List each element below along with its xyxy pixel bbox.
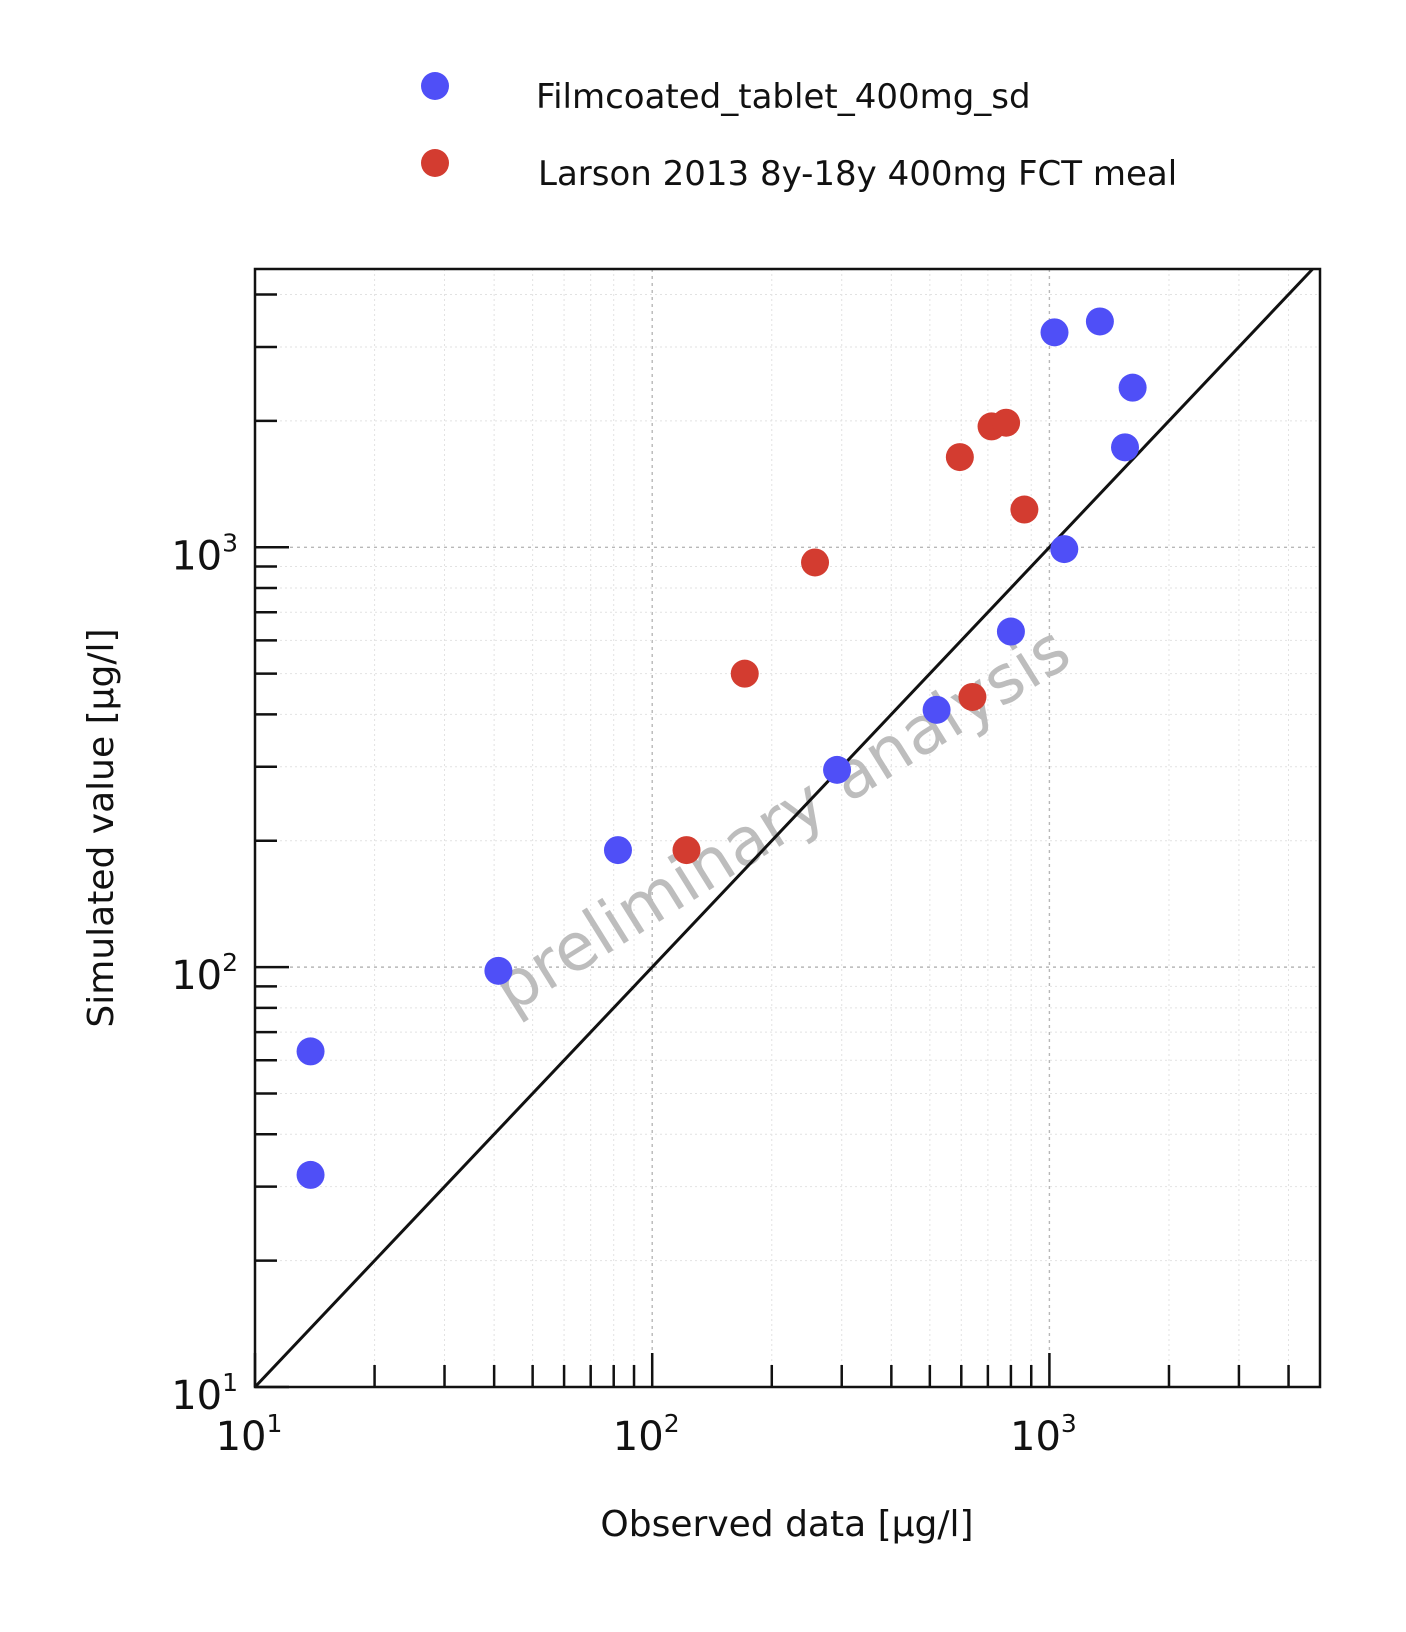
watermark: preliminary analysis <box>479 610 1083 1027</box>
data-point-filmcoated <box>484 956 513 985</box>
data-point-filmcoated <box>1050 535 1079 564</box>
y-axis-title: Simulated value [µg/l] <box>81 628 122 1027</box>
y-tick-label: 102 <box>171 948 238 999</box>
data-point-filmcoated <box>296 1160 325 1189</box>
data-point-larson <box>730 659 759 688</box>
data-point-filmcoated <box>1040 318 1069 347</box>
identity-line <box>253 267 1314 1389</box>
legend-label-larson: Larson 2013 8y-18y 400mg FCT meal <box>538 154 1177 194</box>
axis-ticks <box>253 293 1290 1389</box>
data-point-larson <box>801 548 830 577</box>
y-tick-label: 103 <box>171 528 238 579</box>
data-point-filmcoated <box>1118 373 1147 402</box>
data-point-filmcoated <box>296 1037 325 1066</box>
data-point-filmcoated <box>603 836 632 865</box>
legend-marker-filmcoated <box>421 72 449 100</box>
data-point-filmcoated <box>1111 433 1140 462</box>
data-point-filmcoated <box>1085 307 1114 336</box>
legend-label-filmcoated: Filmcoated_tablet_400mg_sd <box>536 77 1031 117</box>
data-point-filmcoated <box>823 755 852 784</box>
grid <box>255 269 1320 1387</box>
legend-marker-larson <box>421 149 449 177</box>
data-point-larson <box>672 836 701 865</box>
x-axis-title: Observed data [µg/l] <box>600 1504 973 1545</box>
data-point-larson <box>958 682 987 711</box>
x-tick-label: 103 <box>1010 1409 1077 1460</box>
identity-line-group <box>253 267 1314 1389</box>
data-point-larson <box>945 443 974 472</box>
x-tick-label: 101 <box>216 1409 283 1460</box>
data-points <box>296 307 1147 1189</box>
plot-frame <box>253 267 1322 1389</box>
data-point-larson <box>1010 495 1039 524</box>
y-tick-label: 101 <box>171 1368 238 1419</box>
data-point-filmcoated <box>922 695 951 724</box>
tick-labels: 101 102 103 101 102 103 <box>171 528 1077 1460</box>
data-point-larson <box>992 408 1021 437</box>
x-tick-label: 102 <box>613 1409 680 1460</box>
legend: Filmcoated_tablet_400mg_sd Larson 2013 8… <box>421 72 1177 194</box>
data-point-filmcoated <box>996 617 1025 646</box>
